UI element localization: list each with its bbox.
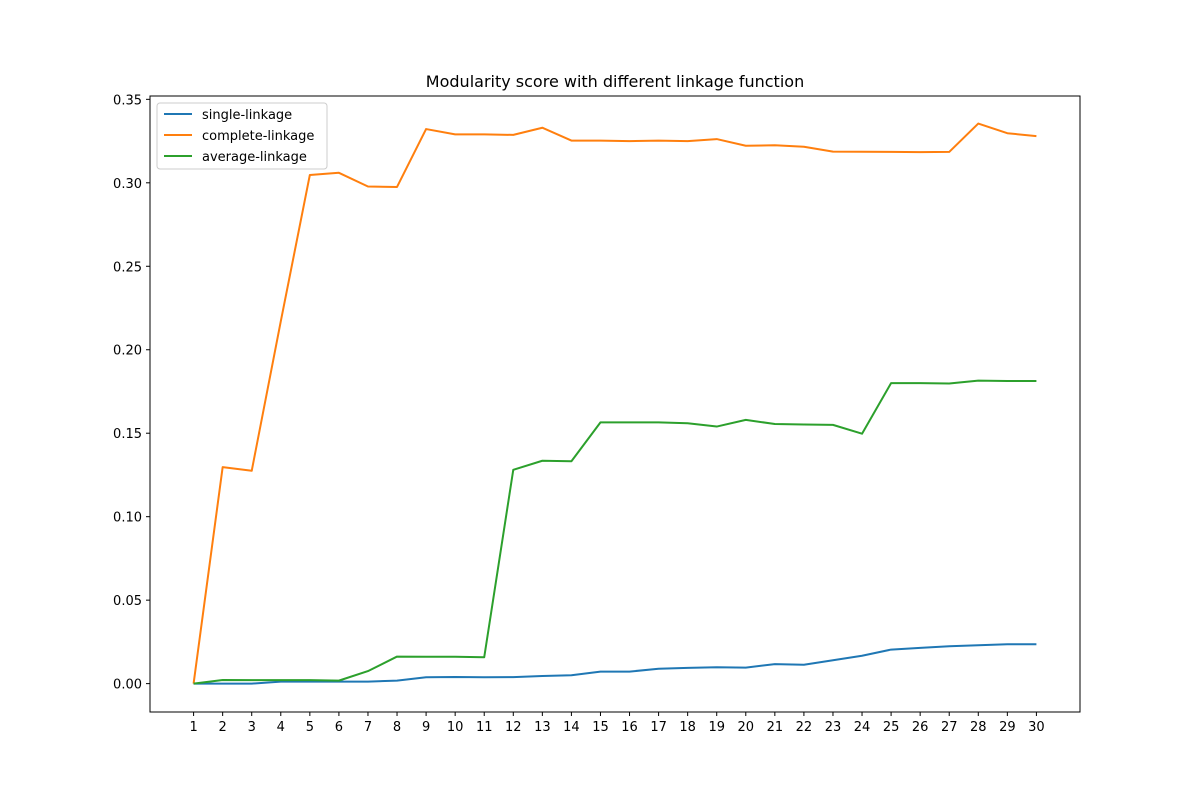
- x-axis: 1 2 3 4 5 6 7 8 9 10 11 12 13 14 15 16 17 18 19 20 21 22 23 24 2…: [189, 712, 1045, 735]
- x-tick-label: 29: [999, 720, 1016, 735]
- legend-label-complete-linkage: complete-linkage: [202, 129, 314, 144]
- y-tick-label: 0.10: [113, 511, 142, 526]
- y-axis: 0.00 0.05 0.10 0.15 0.20 0.25 0.30 0.35: [113, 93, 150, 693]
- x-tick-label: 5: [306, 720, 314, 735]
- plot-lines: [192, 122, 1037, 685]
- y-tick-label: 0.30: [113, 177, 142, 192]
- x-tick-label: 9: [422, 720, 430, 735]
- series-line-single-linkage: [193, 643, 1037, 685]
- y-tick-label: 0.15: [113, 427, 142, 442]
- x-tick-label: 26: [912, 720, 929, 735]
- legend: single-linkage complete-linkage average-li…: [156, 102, 328, 170]
- x-tick-label: 21: [767, 720, 784, 735]
- x-tick-label: 23: [825, 720, 842, 735]
- y-tick-label: 0.35: [113, 93, 142, 108]
- series-line-average-linkage: [193, 379, 1037, 685]
- x-tick-label: 8: [393, 720, 401, 735]
- x-tick-label: 30: [1028, 720, 1045, 735]
- legend-box: [156, 102, 328, 170]
- x-tick-label: 27: [941, 720, 958, 735]
- y-tick-label: 0.25: [113, 260, 142, 275]
- x-tick-label: 13: [534, 720, 551, 735]
- x-tick-label: 16: [621, 720, 638, 735]
- x-tick-label: 17: [650, 720, 667, 735]
- x-tick-label: 14: [563, 720, 580, 735]
- x-tick-label: 1: [189, 720, 197, 735]
- y-tick-label: 0.20: [113, 344, 142, 359]
- y-tick-label: 0.00: [113, 678, 142, 693]
- x-tick-label: 10: [447, 720, 464, 735]
- legend-label-average-linkage: average-linkage: [202, 150, 307, 165]
- x-tick-label: 2: [219, 720, 227, 735]
- x-tick-label: 7: [364, 720, 372, 735]
- legend-label-single-linkage: single-linkage: [202, 108, 292, 123]
- x-tick-label: 25: [883, 720, 900, 735]
- x-tick-label: 4: [277, 720, 285, 735]
- x-tick-label: 28: [970, 720, 987, 735]
- x-tick-label: 19: [708, 720, 725, 735]
- x-tick-label: 3: [248, 720, 256, 735]
- x-tick-label: 24: [854, 720, 871, 735]
- x-tick-label: 11: [476, 720, 493, 735]
- chart-title: Modularity score with different linkage …: [426, 72, 804, 91]
- x-tick-label: 6: [335, 720, 343, 735]
- x-tick-label: 22: [796, 720, 813, 735]
- x-tick-label: 20: [738, 720, 755, 735]
- series-line-complete-linkage: [192, 122, 1037, 684]
- x-tick-label: 15: [592, 720, 609, 735]
- x-tick-label: 12: [505, 720, 522, 735]
- axes-frame: [149, 95, 1081, 713]
- x-tick-label: 18: [679, 720, 696, 735]
- y-tick-label: 0.05: [113, 594, 142, 609]
